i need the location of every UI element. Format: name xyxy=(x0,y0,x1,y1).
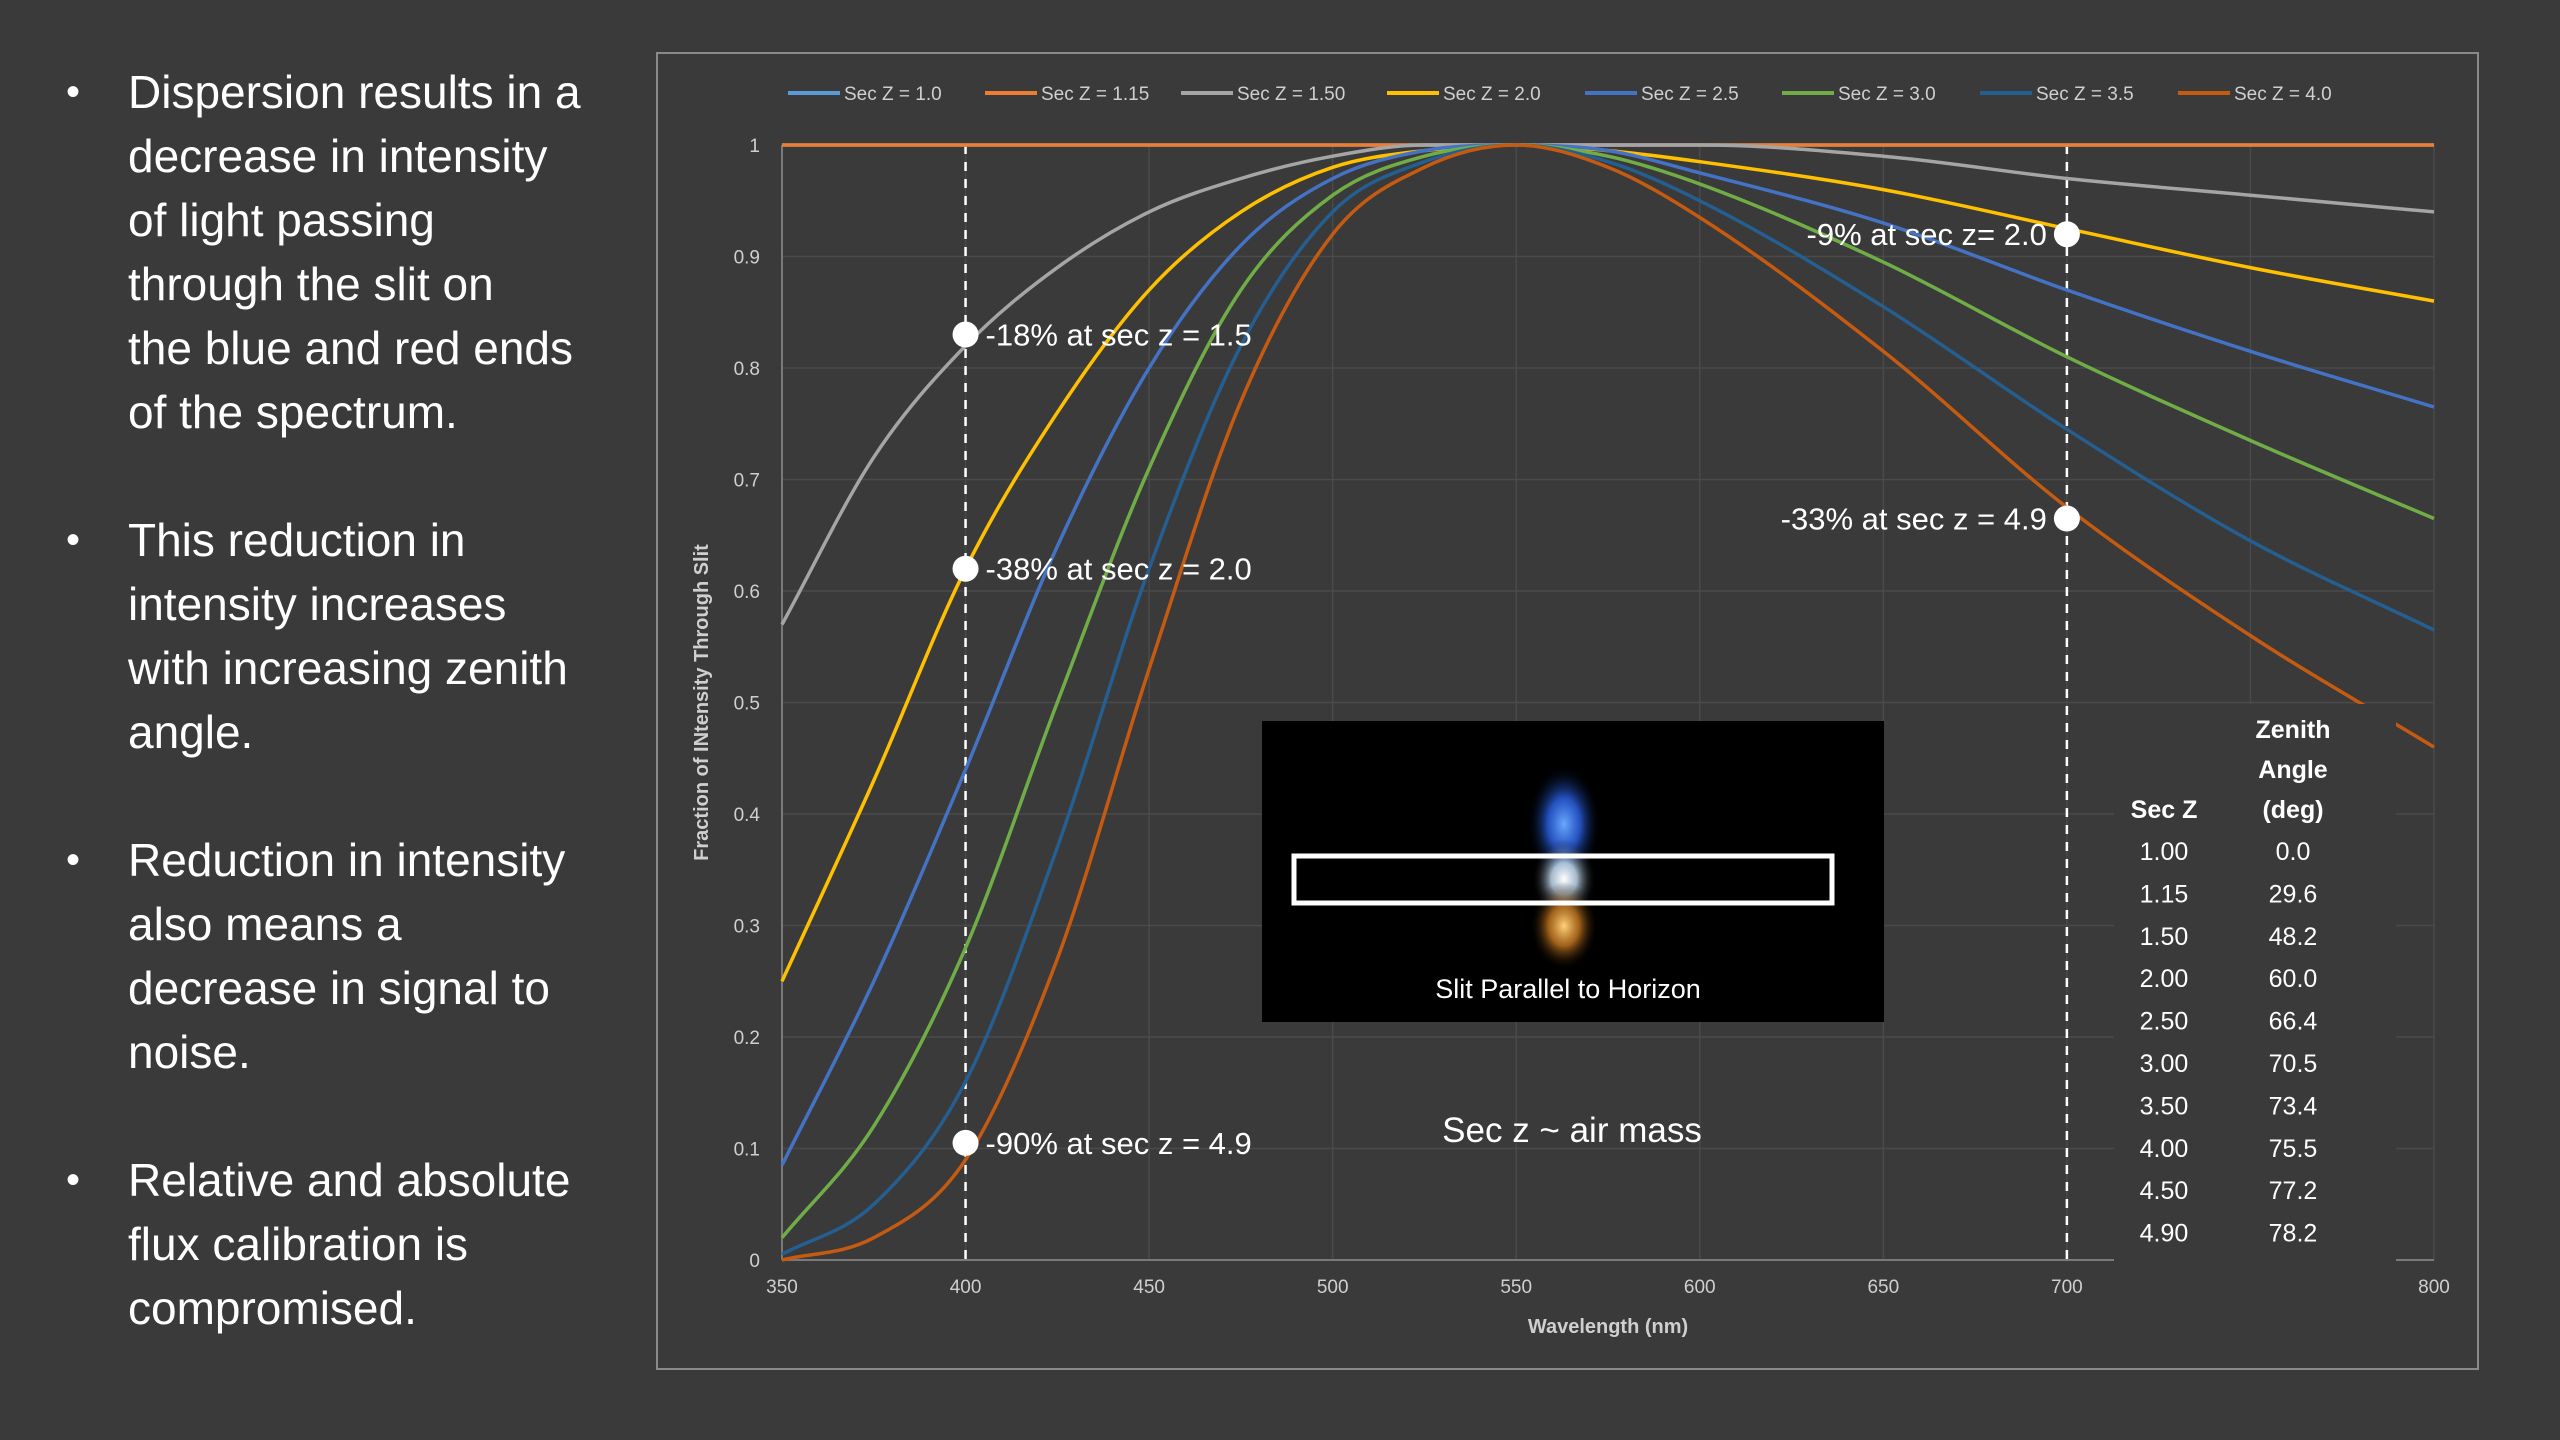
y-tick-label: 0.6 xyxy=(734,582,760,603)
x-tick-label: 600 xyxy=(1684,1277,1716,1298)
bullet-dot-icon: • xyxy=(66,70,81,114)
legend-label: Sec Z = 1.15 xyxy=(1041,84,1149,105)
legend: Sec Z = 1.0 Sec Z = 1.15 Sec Z = 1.50 Sec Z… xyxy=(788,84,2332,105)
marker-dot xyxy=(2053,505,2080,532)
red-glow-icon xyxy=(1530,882,1598,970)
table-cell-angle: 48.2 xyxy=(2269,923,2318,951)
table-cell-angle: 66.4 xyxy=(2269,1008,2318,1036)
legend-label: Sec Z = 3.5 xyxy=(2036,84,2134,105)
marker-dot xyxy=(2053,221,2080,248)
x-tick-label: 800 xyxy=(2418,1277,2450,1298)
airmass-note: Sec z ~ air mass xyxy=(1442,1111,1702,1150)
annotation-markers: -18% at sec z = 1.5 -38% at sec z = 2.0 -9… xyxy=(952,217,2080,1161)
y-tick-label: 1 xyxy=(749,136,760,157)
bullet-item: • This reduction in intensity increases wi… xyxy=(60,508,630,764)
y-tick-label: 0.9 xyxy=(734,248,760,269)
y-tick-label: 0.2 xyxy=(734,1028,760,1049)
marker-label: -33% at sec z = 4.9 xyxy=(1781,502,2047,537)
y-tick-label: 0.7 xyxy=(734,471,760,492)
marker-label: -9% at sec z= 2.0 xyxy=(1807,217,2047,252)
table-cell-secz: 1.50 xyxy=(2140,923,2189,951)
table-cell-secz: 4.00 xyxy=(2140,1135,2189,1163)
y-axis-title: Fraction of INtensity Through Slit xyxy=(691,544,713,861)
table-cell-angle: 60.0 xyxy=(2269,965,2318,993)
y-tick-label: 0.4 xyxy=(734,805,761,826)
table-cell-secz: 4.90 xyxy=(2140,1220,2189,1248)
marker-dot xyxy=(952,1129,979,1156)
bullet-item: • Reduction in intensity also means a decr… xyxy=(60,828,630,1084)
table-cell-secz: 4.50 xyxy=(2140,1177,2189,1205)
slit-inset: Slit Parallel to Horizon xyxy=(1262,721,1884,1022)
bullet-dot-icon: • xyxy=(66,838,81,882)
y-tick-label: 0 xyxy=(749,1251,760,1272)
chart-frame: 35040045050055060065070075080000.10.20.3… xyxy=(656,52,2479,1370)
table-cell-secz: 3.00 xyxy=(2140,1050,2189,1078)
table-cell-secz: 1.00 xyxy=(2140,838,2189,866)
legend-label: Sec Z = 1.50 xyxy=(1237,84,1345,105)
marker-label: -18% at sec z = 1.5 xyxy=(986,318,1252,353)
bullet-text: Reduction in intensity also means a decrea… xyxy=(128,834,566,1078)
x-tick-label: 650 xyxy=(1867,1277,1899,1298)
series-line xyxy=(781,143,2435,1256)
bullet-text: Dispersion results in a decrease in inten… xyxy=(128,66,581,438)
legend-label: Sec Z = 2.5 xyxy=(1641,84,1739,105)
intensity-chart: 35040045050055060065070075080000.10.20.3… xyxy=(691,84,2450,1338)
bullet-list: • Dispersion results in a decrease in int… xyxy=(60,60,630,1404)
table-header-zenith: (deg) xyxy=(2262,796,2323,824)
series-line xyxy=(781,143,2435,1262)
table-header-secz: Sec Z xyxy=(2131,796,2198,824)
bullet-item: • Relative and absolute flux calibration … xyxy=(60,1148,630,1340)
x-tick-label: 550 xyxy=(1500,1277,1532,1298)
table-cell-secz: 2.00 xyxy=(2140,965,2189,993)
bullet-dot-icon: • xyxy=(66,518,81,562)
table-cell-angle: 75.5 xyxy=(2269,1135,2318,1163)
marker-label: -90% at sec z = 4.9 xyxy=(986,1126,1252,1161)
x-tick-label: 700 xyxy=(2051,1277,2083,1298)
table-cell-angle: 0.0 xyxy=(2276,838,2311,866)
table-background xyxy=(2114,704,2396,1296)
table-cell-secz: 3.50 xyxy=(2140,1092,2189,1120)
y-tick-label: 0.1 xyxy=(734,1140,760,1161)
y-tick-label: 0.5 xyxy=(734,694,760,715)
x-tick-label: 500 xyxy=(1317,1277,1349,1298)
table-cell-angle: 78.2 xyxy=(2269,1220,2318,1248)
slit-rectangle xyxy=(1291,853,1835,906)
series-line xyxy=(780,143,2435,1239)
series-lines xyxy=(780,143,2435,1262)
y-tick-label: 0.3 xyxy=(734,917,760,938)
legend-label: Sec Z = 4.0 xyxy=(2234,84,2332,105)
table-cell-angle: 77.2 xyxy=(2269,1177,2318,1205)
zenith-table: Zenith Angle (deg) Sec Z 1.00 0.0 1.15 29.6 1.50… xyxy=(2114,704,2396,1296)
bullet-item: • Dispersion results in a decrease in int… xyxy=(60,60,630,444)
bullet-dot-icon: • xyxy=(66,1158,81,1202)
x-tick-label: 450 xyxy=(1133,1277,1165,1298)
bullet-text: This reduction in intensity increases with… xyxy=(128,514,568,758)
legend-label: Sec Z = 2.0 xyxy=(1443,84,1541,105)
series-line xyxy=(780,143,2435,1166)
table-header-zenith: Angle xyxy=(2258,756,2328,784)
table-cell-secz: 1.15 xyxy=(2140,880,2189,908)
axes: 35040045050055060065070075080000.10.20.3… xyxy=(691,136,2450,1338)
y-tick-label: 0.8 xyxy=(734,359,760,380)
table-cell-angle: 29.6 xyxy=(2269,880,2318,908)
legend-label: Sec Z = 3.0 xyxy=(1838,84,1936,105)
table-cell-secz: 2.50 xyxy=(2140,1008,2189,1036)
x-axis-title: Wavelength (nm) xyxy=(1528,1316,1688,1338)
table-cell-angle: 70.5 xyxy=(2269,1050,2318,1078)
marker-dot xyxy=(952,555,979,582)
marker-dot xyxy=(952,321,979,348)
x-tick-label: 400 xyxy=(950,1277,982,1298)
x-tick-label: 350 xyxy=(766,1277,798,1298)
table-cell-angle: 73.4 xyxy=(2269,1092,2318,1120)
inset-caption: Slit Parallel to Horizon xyxy=(1435,974,1701,1004)
legend-label: Sec Z = 1.0 xyxy=(844,84,942,105)
marker-label: -38% at sec z = 2.0 xyxy=(986,552,1252,587)
table-header-zenith: Zenith xyxy=(2256,716,2331,744)
bullet-text: Relative and absolute flux calibration is… xyxy=(128,1154,571,1334)
